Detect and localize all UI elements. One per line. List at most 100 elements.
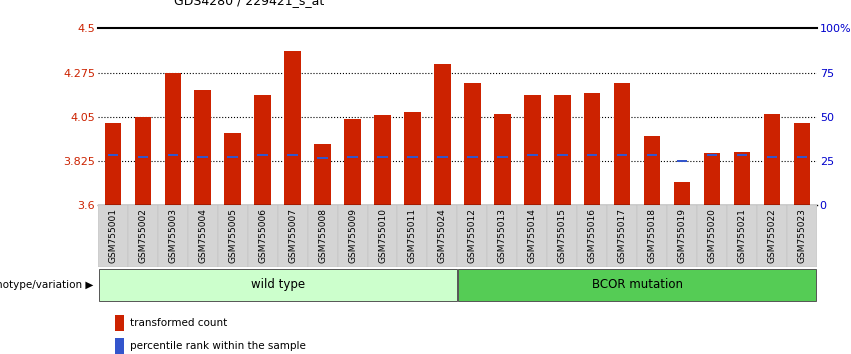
Bar bbox=[368, 205, 397, 267]
Bar bbox=[404, 112, 420, 205]
Text: GSM755014: GSM755014 bbox=[528, 208, 537, 263]
Bar bbox=[467, 156, 477, 158]
Bar bbox=[138, 156, 148, 158]
Text: GSM755009: GSM755009 bbox=[348, 208, 357, 263]
Bar bbox=[757, 205, 787, 267]
Bar bbox=[254, 95, 271, 205]
Bar bbox=[527, 154, 538, 156]
Text: BCOR mutation: BCOR mutation bbox=[591, 279, 683, 291]
Bar bbox=[737, 154, 747, 156]
Bar bbox=[345, 119, 361, 205]
Bar bbox=[195, 90, 211, 205]
Text: genotype/variation ▶: genotype/variation ▶ bbox=[0, 280, 94, 290]
Bar bbox=[557, 154, 568, 156]
Bar bbox=[377, 156, 388, 158]
Bar bbox=[374, 115, 391, 205]
Text: GSM755018: GSM755018 bbox=[648, 208, 657, 263]
Bar bbox=[547, 205, 577, 267]
Bar bbox=[674, 182, 690, 205]
Text: GSM755015: GSM755015 bbox=[557, 208, 567, 263]
Bar bbox=[434, 64, 451, 205]
Bar bbox=[105, 123, 121, 205]
Bar bbox=[437, 156, 448, 158]
Bar bbox=[647, 154, 658, 156]
Bar bbox=[98, 205, 128, 267]
Bar bbox=[277, 205, 307, 267]
Bar bbox=[727, 205, 757, 267]
Bar bbox=[587, 154, 597, 156]
Bar bbox=[225, 132, 241, 205]
Text: GSM755020: GSM755020 bbox=[707, 208, 717, 263]
Bar bbox=[164, 73, 181, 205]
Bar bbox=[464, 84, 481, 205]
Bar bbox=[497, 156, 507, 158]
Bar bbox=[494, 114, 511, 205]
Bar bbox=[457, 205, 488, 267]
Bar bbox=[288, 154, 298, 156]
Bar bbox=[794, 123, 810, 205]
Bar bbox=[767, 156, 777, 158]
Bar bbox=[134, 117, 151, 205]
Text: wild type: wild type bbox=[250, 279, 305, 291]
Bar bbox=[577, 205, 608, 267]
Bar bbox=[347, 156, 357, 158]
Bar bbox=[644, 137, 660, 205]
Text: GSM755024: GSM755024 bbox=[438, 208, 447, 263]
Bar bbox=[284, 51, 301, 205]
Bar bbox=[459, 269, 816, 301]
Text: transformed count: transformed count bbox=[129, 318, 227, 328]
Bar bbox=[248, 205, 277, 267]
Bar bbox=[584, 93, 601, 205]
Bar bbox=[427, 205, 458, 267]
Bar bbox=[517, 205, 547, 267]
Bar bbox=[614, 84, 631, 205]
Bar bbox=[617, 154, 627, 156]
Text: GSM755001: GSM755001 bbox=[108, 208, 117, 263]
Text: GSM755013: GSM755013 bbox=[498, 208, 507, 263]
Text: GDS4280 / 229421_s_at: GDS4280 / 229421_s_at bbox=[174, 0, 325, 7]
Bar bbox=[107, 154, 118, 156]
Text: GSM755010: GSM755010 bbox=[378, 208, 387, 263]
Bar bbox=[667, 205, 697, 267]
Text: GSM755004: GSM755004 bbox=[198, 208, 208, 263]
Bar bbox=[554, 95, 570, 205]
Bar bbox=[408, 156, 418, 158]
Text: GSM755017: GSM755017 bbox=[618, 208, 626, 263]
Bar bbox=[317, 157, 328, 159]
Text: GSM755012: GSM755012 bbox=[468, 208, 477, 263]
Bar bbox=[704, 153, 720, 205]
Bar bbox=[99, 269, 456, 301]
Bar bbox=[257, 154, 268, 156]
Bar bbox=[157, 205, 188, 267]
Text: GSM755006: GSM755006 bbox=[258, 208, 267, 263]
Bar bbox=[608, 205, 637, 267]
Bar bbox=[218, 205, 248, 267]
Bar bbox=[787, 205, 817, 267]
Bar bbox=[197, 156, 208, 158]
Bar bbox=[488, 205, 517, 267]
Bar bbox=[397, 205, 427, 267]
Bar bbox=[128, 205, 157, 267]
Bar bbox=[188, 205, 218, 267]
Bar bbox=[637, 205, 667, 267]
Text: GSM755021: GSM755021 bbox=[738, 208, 746, 263]
Text: GSM755008: GSM755008 bbox=[318, 208, 327, 263]
Bar bbox=[797, 156, 808, 158]
Bar bbox=[314, 144, 331, 205]
Bar bbox=[677, 160, 688, 162]
Bar bbox=[307, 205, 338, 267]
Text: GSM755007: GSM755007 bbox=[288, 208, 297, 263]
Text: GSM755003: GSM755003 bbox=[168, 208, 177, 263]
Bar bbox=[115, 338, 124, 354]
Bar bbox=[734, 152, 751, 205]
Bar bbox=[338, 205, 368, 267]
Text: GSM755011: GSM755011 bbox=[408, 208, 417, 263]
Text: percentile rank within the sample: percentile rank within the sample bbox=[129, 341, 306, 352]
Bar bbox=[707, 154, 717, 156]
Bar bbox=[115, 315, 124, 331]
Bar bbox=[524, 95, 540, 205]
Bar bbox=[764, 114, 780, 205]
Text: GSM755002: GSM755002 bbox=[139, 208, 147, 263]
Text: GSM755005: GSM755005 bbox=[228, 208, 237, 263]
Text: GSM755019: GSM755019 bbox=[677, 208, 687, 263]
